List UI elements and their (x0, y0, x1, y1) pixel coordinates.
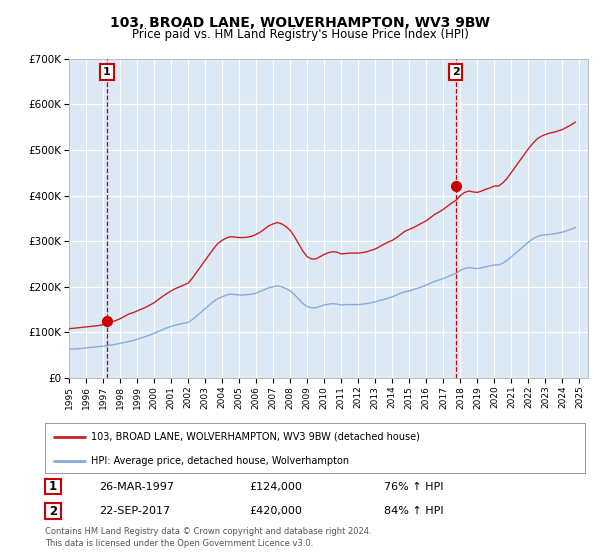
Text: 103, BROAD LANE, WOLVERHAMPTON, WV3 9BW (detached house): 103, BROAD LANE, WOLVERHAMPTON, WV3 9BW … (91, 432, 420, 442)
Text: 2: 2 (452, 67, 460, 77)
Text: 1: 1 (103, 67, 111, 77)
Text: £420,000: £420,000 (249, 506, 302, 516)
Text: 76% ↑ HPI: 76% ↑ HPI (384, 482, 443, 492)
Text: 2: 2 (49, 505, 57, 518)
Text: 84% ↑ HPI: 84% ↑ HPI (384, 506, 443, 516)
Text: Contains HM Land Registry data © Crown copyright and database right 2024.: Contains HM Land Registry data © Crown c… (45, 528, 371, 536)
Text: 103, BROAD LANE, WOLVERHAMPTON, WV3 9BW: 103, BROAD LANE, WOLVERHAMPTON, WV3 9BW (110, 16, 490, 30)
Text: Price paid vs. HM Land Registry's House Price Index (HPI): Price paid vs. HM Land Registry's House … (131, 28, 469, 41)
Text: 22-SEP-2017: 22-SEP-2017 (99, 506, 170, 516)
Text: HPI: Average price, detached house, Wolverhampton: HPI: Average price, detached house, Wolv… (91, 456, 349, 465)
Text: This data is licensed under the Open Government Licence v3.0.: This data is licensed under the Open Gov… (45, 539, 313, 548)
Text: £124,000: £124,000 (249, 482, 302, 492)
Text: 26-MAR-1997: 26-MAR-1997 (99, 482, 174, 492)
Text: 1: 1 (49, 480, 57, 493)
